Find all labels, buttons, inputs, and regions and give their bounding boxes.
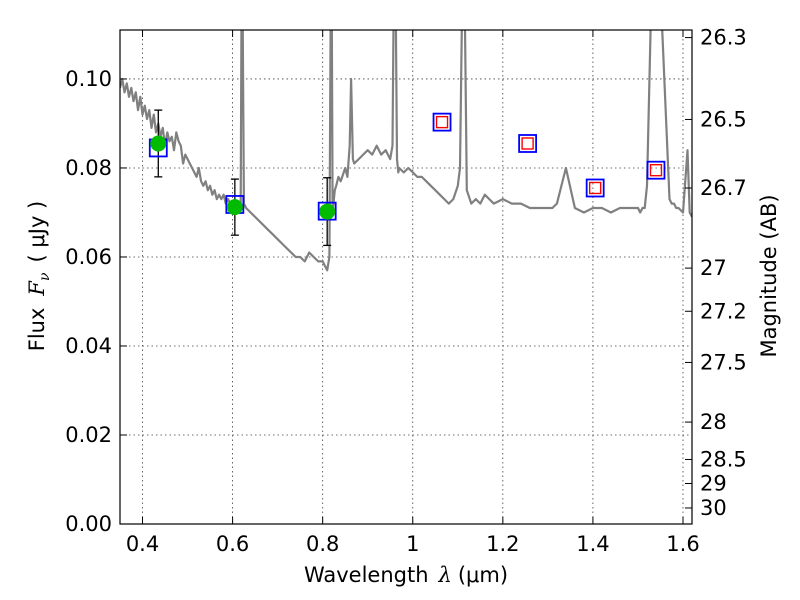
model-flux-square [432, 112, 452, 132]
y2-tick-label: 27 [700, 256, 727, 280]
y2-tick-label: 30 [700, 496, 727, 520]
predicted-flux-square [521, 137, 534, 150]
predicted-flux-square [588, 181, 602, 195]
model-flux-square [646, 160, 666, 180]
x-tick-label: 0.6 [216, 532, 249, 556]
plot-frame [119, 29, 693, 525]
y2-tick-label: 28 [700, 410, 727, 434]
model-spectrum-layer [120, 30, 692, 272]
y2-axis-label: Magnitude (AB) [757, 194, 781, 357]
y-tick-label: 0.08 [65, 156, 112, 180]
y-axis-label: FluxFν( μJy ) [25, 201, 53, 351]
x-tick-label: 1.6 [666, 532, 699, 556]
observed-flux-point [319, 203, 336, 220]
axis-ticks: 0.4 0.6 0.8 1 1.2 1.4 1.6 0.00 0.02 0.04 0.06 0.08 0… [65, 26, 747, 556]
y-tick-label: 0.04 [65, 334, 112, 358]
photometry-layer [148, 109, 666, 247]
x-tick-label: 1.2 [486, 532, 519, 556]
y2-tick-label: 27.5 [700, 350, 747, 374]
x-tick-label: 1.4 [576, 532, 609, 556]
predicted-flux-square [649, 163, 663, 177]
x-tick-label: 0.8 [306, 532, 339, 556]
model-flux-square [585, 178, 605, 198]
y-tick-label: 0.02 [65, 423, 112, 447]
model-flux-square [317, 201, 337, 221]
predicted-flux-square [435, 115, 449, 129]
x-tick-label: 0.4 [126, 532, 159, 556]
observed-flux-point [226, 199, 243, 216]
y2-tick-label: 26.3 [700, 26, 747, 50]
y2-tick-label: 29 [700, 472, 727, 496]
model-flux-square [518, 134, 538, 153]
x-tick-label: 1 [406, 532, 419, 556]
y-tick-label: 0.06 [65, 245, 112, 269]
y2-tick-label: 28.5 [700, 447, 747, 471]
x-axis-label: Wavelength λ (μm) [304, 563, 508, 587]
model-spectrum-line [120, 30, 692, 272]
y2-tick-label: 26.7 [700, 176, 747, 200]
grid [120, 30, 692, 524]
y2-tick-label: 27.2 [700, 299, 747, 323]
y2-tick-label: 26.5 [700, 107, 747, 131]
y-tick-label: 0.10 [65, 67, 112, 91]
observed-flux-point [150, 135, 167, 152]
y-tick-label: 0.00 [65, 512, 112, 536]
